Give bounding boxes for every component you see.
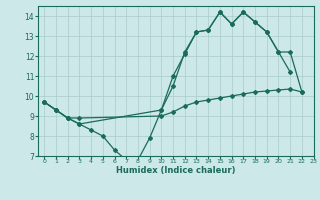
X-axis label: Humidex (Indice chaleur): Humidex (Indice chaleur)	[116, 166, 236, 175]
